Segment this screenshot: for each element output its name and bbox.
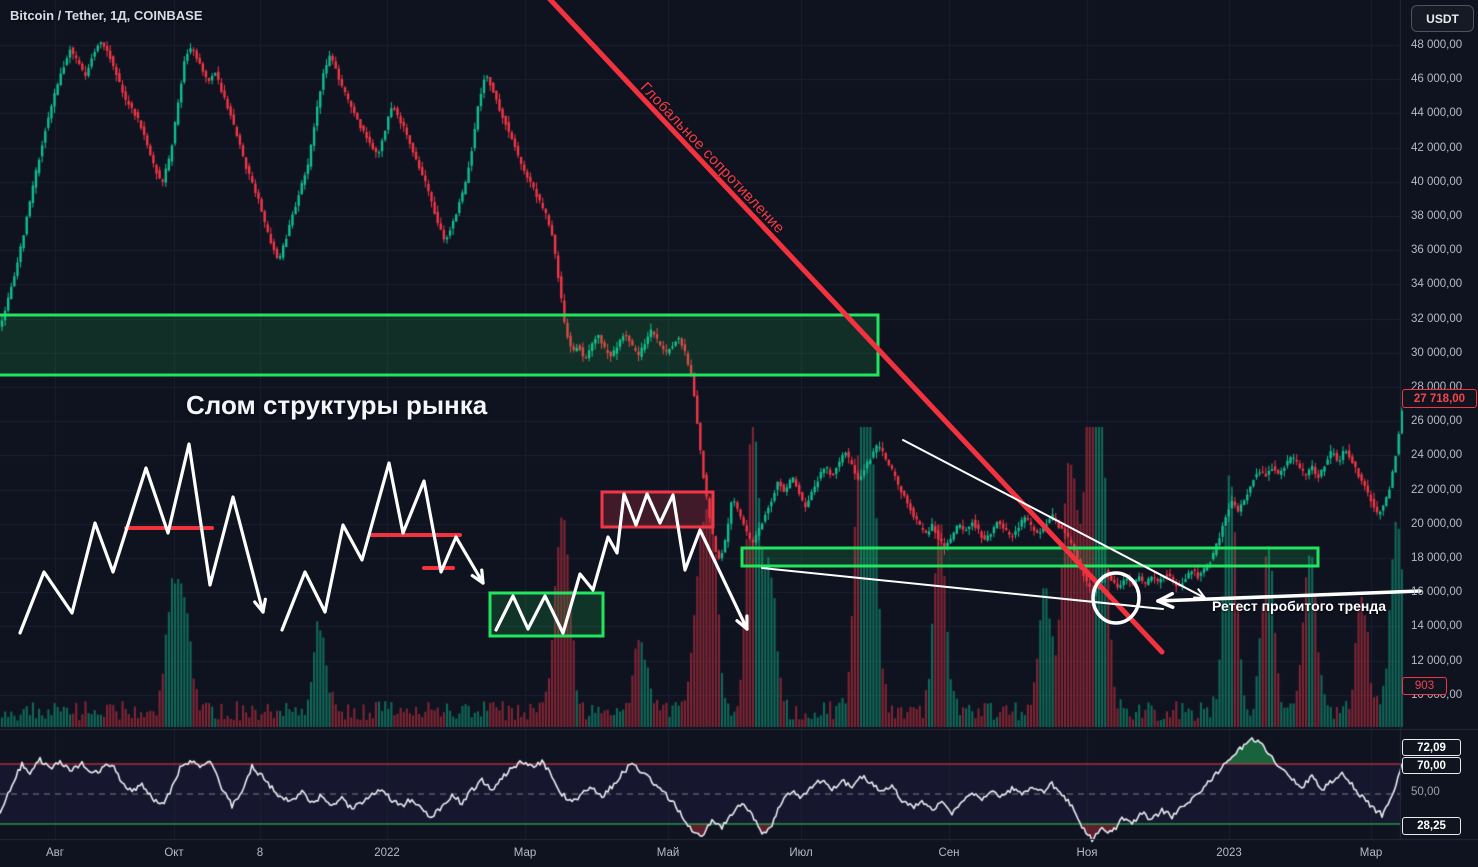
price-tick-label: 12 000,00	[1411, 654, 1463, 667]
price-tick-label: 36 000,00	[1411, 244, 1463, 257]
rsi-oversold-badge: 28,25	[1402, 817, 1461, 835]
time-tick-label: Июл	[789, 847, 813, 859]
rsi-mid-label: 50,00	[1411, 786, 1440, 798]
current-price-badge: 27 718,00	[1402, 389, 1477, 408]
rsi-current-value-badge: 72,09	[1402, 739, 1461, 756]
time-tick-label: Мар	[513, 847, 537, 859]
price-tick-label: 24 000,00	[1411, 449, 1463, 462]
price-tick-label: 40 000,00	[1411, 175, 1463, 188]
price-tick-label: 20 000,00	[1411, 517, 1463, 530]
time-tick-label: Авг	[46, 847, 64, 859]
price-tick-label: 34 000,00	[1411, 278, 1463, 291]
price-tick-label: 42 000,00	[1411, 141, 1463, 154]
price-tick-label: 38 000,00	[1411, 210, 1463, 222]
price-tick-label: 44 000,00	[1411, 107, 1463, 120]
time-tick-label: Окт	[164, 847, 184, 859]
time-tick-label: Май	[656, 847, 680, 859]
rsi-overbought-badge: 70,00	[1402, 757, 1461, 774]
price-tick-label: 14 000,00	[1411, 620, 1463, 633]
price-tick-label: 26 000,00	[1411, 415, 1463, 428]
price-tick-label: 48 000,00	[1411, 39, 1463, 51]
price-tick-label: 30 000,00	[1411, 346, 1463, 359]
annotation-retest-text[interactable]: Ретест пробитого тренда	[1212, 598, 1387, 614]
time-tick-label: Мар	[1359, 847, 1383, 859]
symbol-title[interactable]: Bitcoin / Tether, 1Д, COINBASE	[10, 8, 203, 23]
time-tick-label: Сен	[938, 847, 960, 859]
time-tick-label: 2023	[1216, 847, 1242, 859]
currency-toggle-button[interactable]: USDT	[1411, 5, 1474, 32]
volume-value-badge: 903	[1402, 677, 1447, 695]
price-tick-label: 46 000,00	[1411, 73, 1463, 86]
price-tick-label: 32 000,00	[1411, 312, 1463, 325]
annotation-structure-break-text[interactable]: Слом структуры рынка	[186, 390, 488, 420]
time-tick-label: Ноя	[1076, 847, 1098, 859]
time-tick-label: 8	[256, 847, 264, 859]
price-tick-label: 18 000,00	[1411, 552, 1463, 564]
price-tick-label: 16 000,00	[1411, 586, 1463, 599]
price-tick-label: 22 000,00	[1411, 483, 1463, 496]
time-tick-label: 2022	[374, 847, 400, 859]
